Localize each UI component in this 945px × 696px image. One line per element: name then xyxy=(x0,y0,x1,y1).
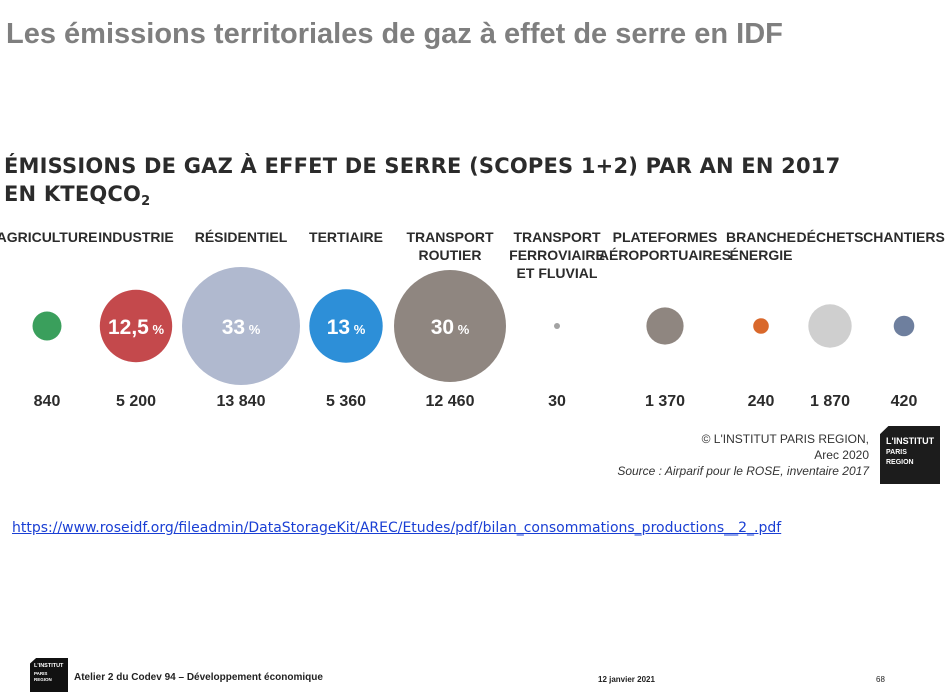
percent-label: 13 % xyxy=(327,316,366,339)
footer-date: 12 janvier 2021 xyxy=(598,675,655,684)
category-label: AGRICULTURE xyxy=(0,229,97,245)
bubble xyxy=(753,318,769,334)
value-label: 13 840 xyxy=(217,393,266,410)
credit-line2: Arec 2020 xyxy=(814,448,869,462)
value-label: 12 460 xyxy=(426,393,475,410)
category-label: BRANCHE xyxy=(726,229,796,245)
source-link[interactable]: https://www.roseidf.org/fileadmin/DataSt… xyxy=(12,520,782,536)
page-number: 68 xyxy=(876,675,885,684)
percent-label: 12,5 % xyxy=(108,316,164,339)
category-label: ROUTIER xyxy=(419,247,482,263)
category-label: ET FLUVIAL xyxy=(517,265,598,281)
value-label: 840 xyxy=(34,393,61,410)
percent-label: 33 % xyxy=(222,316,261,339)
footer-logo-line1: L'INSTITUT xyxy=(34,663,64,669)
chart-title: ÉMISSIONS DE GAZ À EFFET DE SERRE (SCOPE… xyxy=(4,152,904,216)
footer-logo-line2: PARIS xyxy=(34,670,48,676)
value-label: 420 xyxy=(891,393,918,410)
bubble xyxy=(893,315,915,337)
category-label: FERROVIAIRE xyxy=(509,247,605,263)
bubble xyxy=(182,267,300,385)
percent-label: 30 % xyxy=(431,316,470,339)
footer-text: Atelier 2 du Codev 94 – Développement éc… xyxy=(74,672,323,683)
value-label: 1 370 xyxy=(645,393,685,410)
bubble-chart: AGRICULTURE 840 INDUSTRIE 12,5 % 5 200 RÉSIDE… xyxy=(0,229,945,410)
bubble xyxy=(646,307,684,345)
logo-line2: PARIS xyxy=(886,449,907,456)
institut-logo: L'INSTITUT PARIS REGION xyxy=(880,426,940,484)
value-label: 1 870 xyxy=(810,393,850,410)
chart-title-unit: EN KTEQCO xyxy=(4,182,142,206)
bubble xyxy=(32,311,62,341)
footer-logo-line3: REGION xyxy=(34,676,52,682)
category-label: INDUSTRIE xyxy=(98,229,173,245)
category-label: CHANTIERS xyxy=(863,229,945,245)
category-label: AÉROPORTUAIRES xyxy=(599,247,731,263)
bubble xyxy=(554,323,560,329)
value-label: 240 xyxy=(748,393,775,410)
footer-logo: L'INSTITUT PARIS REGION xyxy=(30,658,68,692)
value-label: 5 360 xyxy=(326,393,366,410)
category-label: TERTIAIRE xyxy=(309,229,383,245)
chart-credit: © L'INSTITUT PARIS REGION, Arec 2020 Sou… xyxy=(617,431,869,479)
bubble xyxy=(394,270,506,382)
bubble xyxy=(99,289,173,363)
category-label: PLATEFORMES xyxy=(613,229,718,245)
value-label: 5 200 xyxy=(116,393,156,410)
category-label: ÉNERGIE xyxy=(729,247,792,263)
bubble xyxy=(309,289,383,363)
value-label: 30 xyxy=(548,393,566,410)
credit-line1: © L'INSTITUT PARIS REGION, xyxy=(701,432,869,446)
slide-title: Les émissions territoriales de gaz à eff… xyxy=(6,18,783,50)
chart-title-subscript: 2 xyxy=(141,194,151,209)
chart-title-line1: ÉMISSIONS DE GAZ À EFFET DE SERRE (SCOPE… xyxy=(4,154,841,178)
bubble xyxy=(808,304,852,348)
chart-title-line2: EN KTEQCO2 xyxy=(4,180,904,216)
logo-line1: L'INSTITUT xyxy=(886,436,935,446)
category-label: TRANSPORT xyxy=(406,229,494,245)
logo-line3: REGION xyxy=(886,459,914,466)
category-label: RÉSIDENTIEL xyxy=(195,229,288,245)
category-label: TRANSPORT xyxy=(513,229,601,245)
source-note: Source : Airparif pour le ROSE, inventai… xyxy=(617,464,869,478)
category-label: DÉCHETS xyxy=(797,229,864,245)
